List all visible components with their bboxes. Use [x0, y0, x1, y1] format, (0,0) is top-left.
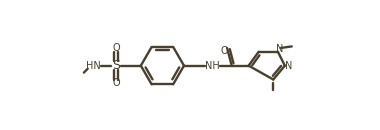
- Text: O: O: [220, 46, 228, 56]
- Text: HN: HN: [86, 61, 100, 71]
- Text: N: N: [276, 44, 283, 54]
- Text: O: O: [112, 78, 120, 88]
- Text: NH: NH: [205, 61, 220, 71]
- Text: N: N: [285, 61, 292, 71]
- Text: O: O: [112, 43, 120, 53]
- Text: S: S: [112, 59, 120, 72]
